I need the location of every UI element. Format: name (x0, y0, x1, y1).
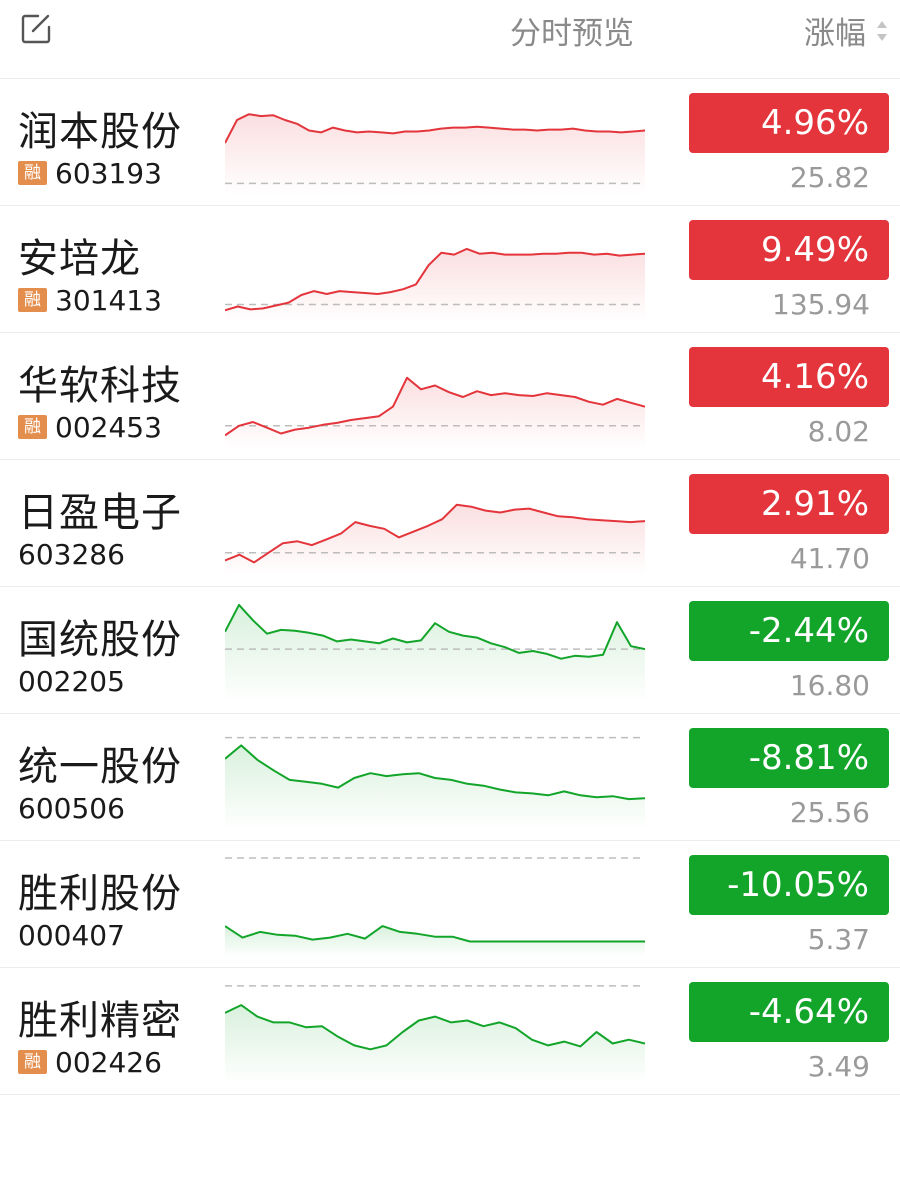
sparkline-line (225, 503, 645, 564)
stock-price: 25.82 (789, 161, 870, 194)
stock-code-line: 融 002453 (18, 410, 162, 444)
stock-code: 603193 (55, 156, 162, 190)
stock-name: 国统股份 (18, 617, 182, 663)
stock-row[interactable]: 华软科技 融 002453 4.16% 8.02 (0, 333, 900, 460)
stock-name: 日盈电子 (18, 490, 182, 536)
stock-row[interactable]: 润本股份 融 603193 4.96% 25.82 (0, 79, 900, 206)
sparkline-area (225, 504, 645, 576)
sparkline-line (225, 1004, 645, 1051)
intraday-sparkline (225, 113, 645, 195)
stock-row[interactable]: 安培龙 融 301413 9.49% 135.94 (0, 206, 900, 333)
stock-name: 胜利股份 (18, 871, 182, 917)
stock-row[interactable]: 统一股份 600506 -8.81% 25.56 (0, 714, 900, 841)
margin-trading-icon: 融 (18, 288, 47, 312)
sparkline-area (225, 604, 645, 703)
change-badge[interactable]: 4.96% (689, 93, 889, 153)
stock-code-line: 600506 (18, 791, 125, 825)
column-header-change[interactable]: 涨幅 (804, 8, 890, 53)
column-header-preview: 分时预览 (510, 16, 634, 52)
stock-price: 41.70 (789, 542, 870, 575)
stock-code-line: 融 301413 (18, 283, 162, 317)
stock-code: 002426 (55, 1045, 162, 1079)
stock-code: 002205 (18, 664, 125, 698)
change-badge[interactable]: -8.81% (689, 728, 889, 788)
stock-name: 华软科技 (18, 363, 182, 409)
stock-name: 统一股份 (18, 744, 182, 790)
stock-row[interactable]: 胜利精密 融 002426 -4.64% 3.49 (0, 968, 900, 1095)
stock-name: 润本股份 (18, 109, 182, 155)
intraday-sparkline (225, 985, 645, 1084)
intraday-sparkline (225, 247, 645, 322)
intraday-sparkline (225, 376, 645, 449)
sparkline-area (225, 745, 645, 830)
stock-price: 5.37 (807, 923, 870, 956)
stock-code-line: 融 603193 (18, 156, 162, 190)
sparkline-area (225, 1005, 645, 1084)
stock-row[interactable]: 国统股份 002205 -2.44% 16.80 (0, 587, 900, 714)
stock-price: 8.02 (807, 415, 870, 448)
sparkline-area (225, 248, 645, 322)
change-badge[interactable]: -2.44% (689, 601, 889, 661)
stock-code-line: 002205 (18, 664, 125, 698)
intraday-sparkline (225, 736, 645, 830)
sparkline-line (225, 247, 645, 312)
edit-icon[interactable] (18, 10, 54, 46)
stock-price: 16.80 (789, 669, 870, 702)
sparkline-line (225, 603, 645, 660)
stock-code: 002453 (55, 410, 162, 444)
stock-list: 润本股份 融 603193 4.96% 25.82 安培龙 融 301413 9… (0, 79, 900, 1095)
stock-price: 135.94 (772, 288, 870, 321)
stock-row[interactable]: 日盈电子 603286 2.91% 41.70 (0, 460, 900, 587)
sort-icon[interactable] (874, 15, 890, 47)
intraday-sparkline (225, 603, 645, 703)
sparkline-line (225, 376, 645, 437)
stock-code-line: 603286 (18, 537, 125, 571)
change-badge[interactable]: 4.16% (689, 347, 889, 407)
change-badge[interactable]: 2.91% (689, 474, 889, 534)
stock-price: 25.56 (789, 796, 870, 829)
stock-name: 安培龙 (18, 236, 141, 282)
sparkline-line (225, 925, 645, 943)
stock-row[interactable]: 胜利股份 000407 -10.05% 5.37 (0, 841, 900, 968)
margin-trading-icon: 融 (18, 1050, 47, 1074)
intraday-sparkline (225, 857, 645, 957)
change-badge[interactable]: 9.49% (689, 220, 889, 280)
sparkline-area (225, 926, 645, 957)
list-header: 分时预览 涨幅 (0, 0, 900, 79)
stock-code: 603286 (18, 537, 125, 571)
column-header-change-label: 涨幅 (804, 16, 866, 52)
stock-code-line: 000407 (18, 918, 125, 952)
stock-price: 3.49 (807, 1050, 870, 1083)
intraday-sparkline (225, 503, 645, 576)
sparkline-area (225, 377, 645, 449)
margin-trading-icon: 融 (18, 415, 47, 439)
change-badge[interactable]: -10.05% (689, 855, 889, 915)
stock-code: 000407 (18, 918, 125, 952)
sparkline-line (225, 113, 645, 144)
sparkline-area (225, 114, 645, 195)
stock-code: 301413 (55, 283, 162, 317)
change-badge[interactable]: -4.64% (689, 982, 889, 1042)
margin-trading-icon: 融 (18, 161, 47, 185)
stock-code: 600506 (18, 791, 125, 825)
stock-name: 胜利精密 (18, 998, 182, 1044)
stock-code-line: 融 002426 (18, 1045, 162, 1079)
sparkline-line (225, 744, 645, 801)
